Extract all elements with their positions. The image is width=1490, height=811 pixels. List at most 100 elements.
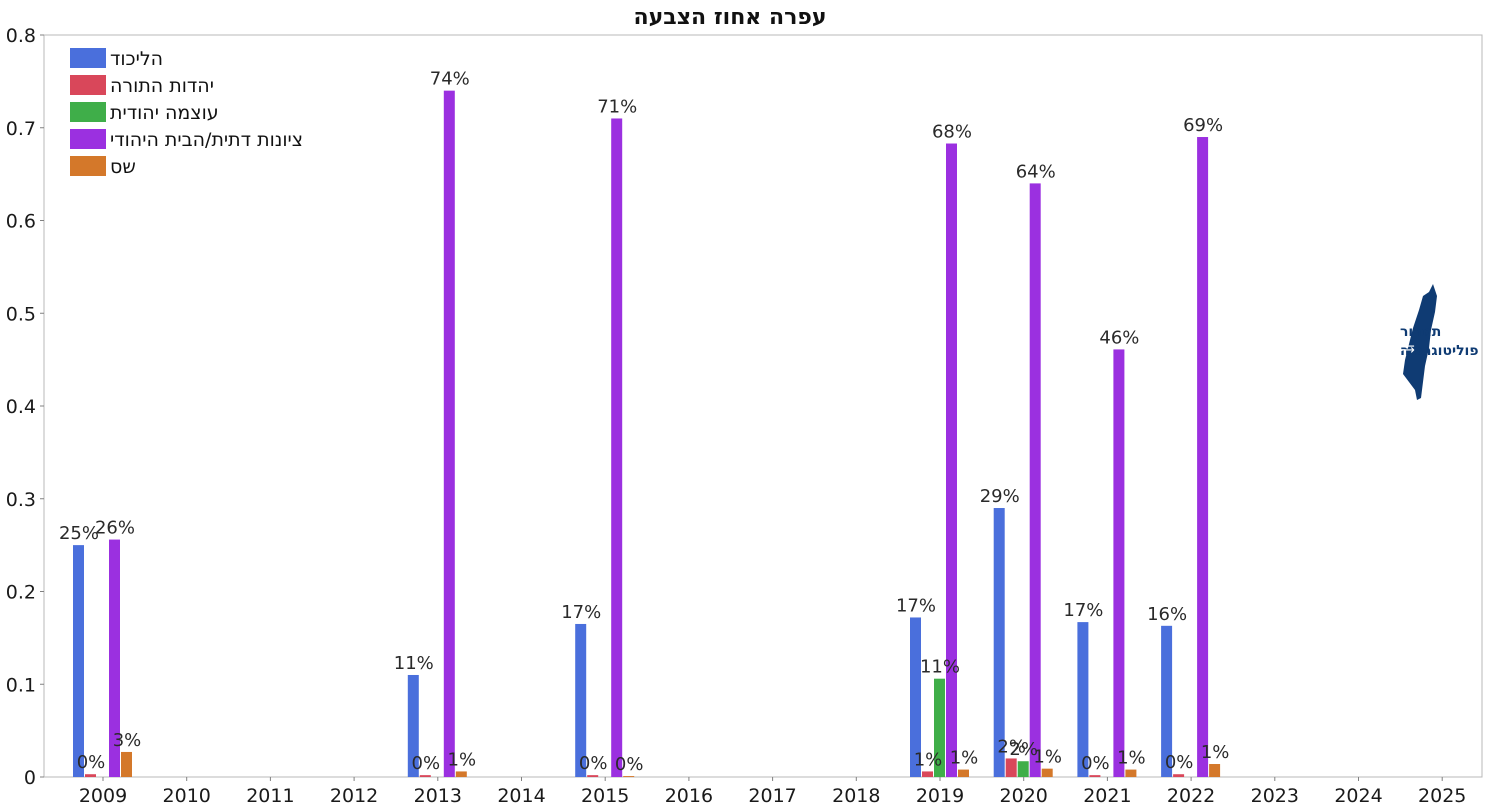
x-tick-label: 2013: [414, 785, 462, 807]
data-label: 29%: [980, 486, 1020, 507]
x-axis: 2009 2010 2011 2012 2013 2014 2015 2016 2017 2018…: [79, 777, 1466, 807]
data-label: 46%: [1099, 327, 1139, 348]
legend-label: שס: [110, 156, 136, 178]
y-tick-label: 0.7: [6, 118, 36, 140]
x-tick-label: 2017: [748, 785, 796, 807]
legend-label: הליכוד: [110, 48, 163, 70]
bar: [1161, 625, 1173, 777]
legend-label: ציונות דתית/הבית היהודי: [110, 129, 303, 151]
chart-title: עפרה אחוז הצבעה: [634, 5, 827, 30]
bar: [1077, 622, 1089, 777]
y-tick-label: 0.6: [6, 211, 36, 233]
bars-group: [73, 90, 1221, 778]
bar: [121, 751, 132, 777]
data-label: 2%: [1009, 739, 1038, 760]
bar: [1041, 768, 1053, 777]
bar: [419, 775, 431, 777]
data-label: 1%: [1117, 748, 1146, 769]
bar: [1197, 137, 1209, 777]
x-tick-label: 2011: [246, 785, 294, 807]
x-tick-label: 2015: [581, 785, 629, 807]
logo-arrows-icon: ⇆: [1404, 341, 1415, 356]
data-labels-group: 25%11%17% 17%29%17% 16%0% 0% 0% 1%2%0% 0%11%2%…: [59, 69, 1229, 775]
bar: [1173, 774, 1185, 777]
data-label: 0%: [579, 753, 608, 774]
data-label: 0%: [412, 753, 441, 774]
bar: [1113, 349, 1125, 777]
israel-map-icon: [1403, 284, 1437, 400]
bar: [455, 771, 467, 777]
data-label: 1%: [1201, 742, 1230, 763]
bar: [993, 508, 1005, 777]
x-tick-label: 2019: [916, 785, 964, 807]
data-label: 71%: [597, 96, 637, 117]
bar: [1089, 775, 1101, 777]
legend-swatch: [70, 102, 106, 122]
data-label: 68%: [932, 122, 972, 143]
x-tick-label: 2024: [1334, 785, 1382, 807]
data-label: 74%: [430, 69, 470, 90]
legend-swatch: [70, 75, 106, 95]
y-tick-label: 0: [24, 767, 36, 789]
x-tick-label: 2020: [1000, 785, 1048, 807]
x-tick-label: 2021: [1083, 785, 1131, 807]
bar: [109, 539, 120, 777]
data-label: 1%: [914, 749, 943, 770]
x-tick-label: 2014: [497, 785, 545, 807]
data-label: 0%: [77, 752, 106, 773]
logo-line2: פוליטוגרפיה: [1400, 343, 1479, 359]
bar: [1017, 761, 1029, 777]
bar: [1005, 758, 1017, 777]
data-label: 0%: [1081, 753, 1110, 774]
data-label: 69%: [1183, 115, 1223, 136]
x-tick-label: 2023: [1251, 785, 1299, 807]
bar: [623, 776, 635, 777]
data-label: 1%: [448, 749, 477, 770]
bar: [443, 90, 455, 777]
y-tick-label: 0.5: [6, 303, 36, 325]
x-tick-label: 2009: [79, 785, 127, 807]
bar: [922, 771, 933, 777]
bar: [1029, 183, 1041, 777]
legend-swatch: [70, 156, 106, 176]
data-label: 0%: [615, 754, 644, 775]
data-label: 25%: [59, 523, 99, 544]
bar: [85, 774, 96, 777]
bar: [73, 545, 84, 777]
logo: תמרור פוליטוגרפיה ⇆: [1400, 284, 1479, 400]
data-label: 11%: [394, 653, 434, 674]
x-tick-label: 2022: [1167, 785, 1215, 807]
data-label: 16%: [1147, 604, 1187, 625]
data-label: 0%: [1165, 752, 1194, 773]
bar: [934, 678, 945, 777]
bar: [611, 118, 623, 778]
bar: [958, 769, 969, 777]
x-tick-label: 2016: [665, 785, 713, 807]
data-label: 17%: [896, 595, 936, 616]
data-label: 2%: [997, 736, 1026, 757]
legend-swatch: [70, 129, 106, 149]
data-label: 26%: [95, 518, 135, 539]
y-axis: 0 0.1 0.2 0.3 0.4 0.5 0.6 0.7 0.8: [6, 25, 44, 789]
data-label: 17%: [561, 602, 601, 623]
x-tick-label: 2010: [163, 785, 211, 807]
bar: [1209, 764, 1221, 777]
data-label: 1%: [1033, 747, 1062, 768]
bar: [910, 617, 921, 777]
y-tick-label: 0.4: [6, 396, 36, 418]
y-tick-label: 0.1: [6, 674, 36, 696]
y-tick-label: 0.8: [6, 25, 36, 47]
x-tick-label: 2012: [330, 785, 378, 807]
data-label: 17%: [1063, 600, 1103, 621]
logo-line1: תמרור: [1400, 324, 1441, 340]
bar: [946, 143, 957, 777]
y-tick-label: 0.2: [6, 582, 36, 604]
x-tick-label: 2025: [1418, 785, 1466, 807]
bar: [575, 623, 587, 777]
data-label: 11%: [920, 657, 960, 678]
y-tick-label: 0.3: [6, 489, 36, 511]
legend-swatch: [70, 48, 106, 68]
